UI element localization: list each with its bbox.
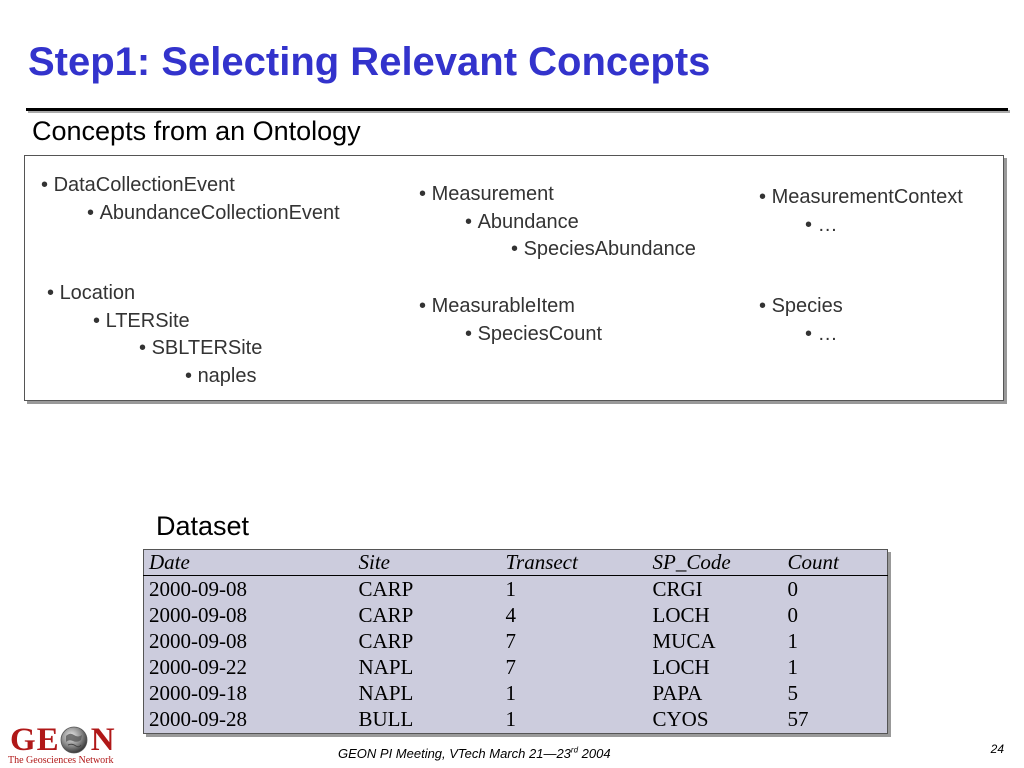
cell-transect: 7 (505, 628, 517, 653)
slide-title: Step1: Selecting Relevant Concepts (28, 40, 711, 84)
concepts-panel: DataCollectionEvent AbundanceCollectionE… (24, 155, 1004, 401)
cell-site: CARP (358, 576, 414, 601)
logo-wordmark: GE N (10, 722, 116, 758)
concept-item: SpeciesAbundance (419, 236, 696, 264)
footer-meeting-info: GEON PI Meeting, VTech March 21—23rd 200… (338, 746, 611, 761)
concept-item: DataCollectionEvent (41, 172, 340, 200)
footer-meeting-year: 2004 (578, 746, 611, 761)
cell-count: 1 (787, 655, 799, 680)
concept-item: … (759, 321, 843, 349)
cell-date: 2000-09-28 (149, 707, 247, 732)
concept-item: LTERSite (47, 308, 262, 336)
concept-item: SBLTERSite (47, 335, 263, 363)
column-header-date: Date (143, 549, 354, 576)
table-row: 2000-09-28 BULL 1 CYOS 57 (144, 707, 888, 734)
cell-sp-code: MUCA (652, 628, 716, 653)
cell-sp-code: LOCH (652, 602, 710, 627)
concept-item: MeasurementContext (759, 184, 963, 212)
cell-count: 1 (787, 628, 799, 653)
concept-item: Measurement (419, 181, 696, 209)
cell-transect: 1 (505, 576, 517, 601)
logo-letters-ge: GE (10, 722, 60, 758)
concept-group-datacollectionevent: DataCollectionEvent AbundanceCollectionE… (41, 172, 340, 227)
concept-item: Location (47, 280, 262, 308)
page-number: 24 (990, 742, 1004, 756)
concept-item: Abundance (419, 209, 696, 237)
concept-item: SpeciesCount (419, 321, 603, 349)
logo-letter-n: N (90, 722, 116, 758)
table-row: 2000-09-08 CARP 1 CRGI 0 (144, 576, 888, 603)
cell-count: 0 (787, 602, 799, 627)
cell-sp-code: CYOS (652, 707, 709, 732)
concept-group-measurementcontext: MeasurementContext … (759, 184, 963, 239)
cell-transect: 1 (505, 707, 517, 732)
geon-logo: GE N The Geosciences Network (8, 722, 126, 768)
concepts-heading: Concepts from an Ontology (32, 116, 361, 146)
footer-ordinal-suffix: rd (570, 745, 579, 755)
table-row: 2000-09-08 CARP 4 LOCH 0 (144, 602, 888, 628)
cell-transect: 7 (505, 655, 517, 680)
table-row: 2000-09-18 NAPL 1 PAPA 5 (144, 681, 888, 707)
cell-count: 57 (787, 707, 809, 732)
globe-icon (60, 726, 88, 754)
cell-transect: 1 (505, 681, 517, 706)
concept-group-measurableitem: MeasurableItem SpeciesCount (419, 293, 603, 349)
cell-site: NAPL (358, 681, 414, 706)
concept-group-location: Location LTERSite SBLTERSite naples (47, 280, 263, 391)
cell-count: 0 (787, 576, 799, 601)
concept-item: naples (47, 363, 262, 391)
column-header-count: Count (782, 549, 888, 576)
cell-site: NAPL (358, 655, 414, 680)
cell-transect: 4 (505, 602, 517, 627)
cell-date: 2000-09-18 (149, 681, 247, 706)
cell-date: 2000-09-22 (149, 655, 247, 680)
logo-tagline: The Geosciences Network (8, 755, 114, 766)
footer-meeting-text: GEON PI Meeting, VTech March 21—23 (338, 746, 571, 761)
concept-group-measurement: Measurement Abundance SpeciesAbundance (419, 181, 696, 264)
table-row: 2000-09-08 CARP 7 MUCA 1 (144, 628, 888, 654)
table-header-row: Date Site Transect SP_Code Count (143, 549, 888, 576)
concept-item: AbundanceCollectionEvent (41, 200, 340, 228)
cell-sp-code: PAPA (652, 681, 703, 706)
table-row: 2000-09-22 NAPL 7 LOCH 1 (144, 654, 888, 680)
column-header-sp-code: SP_Code (647, 549, 783, 576)
dataset-heading: Dataset (156, 511, 250, 541)
cell-count: 5 (787, 681, 799, 706)
cell-date: 2000-09-08 (149, 576, 247, 601)
column-header-transect: Transect (500, 549, 648, 576)
dataset-table: Date Site Transect SP_Code Count 2000-09… (143, 549, 888, 734)
concept-item: MeasurableItem (419, 293, 602, 321)
column-header-site: Site (353, 549, 501, 576)
concept-item: … (759, 212, 963, 240)
cell-date: 2000-09-08 (149, 628, 247, 653)
title-divider (26, 108, 1008, 111)
cell-date: 2000-09-08 (149, 602, 247, 627)
cell-site: CARP (358, 602, 414, 627)
cell-site: BULL (358, 707, 414, 732)
cell-sp-code: LOCH (652, 655, 710, 680)
cell-sp-code: CRGI (652, 576, 703, 601)
concept-group-species: Species … (759, 293, 843, 348)
concept-item: Species (759, 293, 843, 321)
cell-site: CARP (358, 628, 414, 653)
